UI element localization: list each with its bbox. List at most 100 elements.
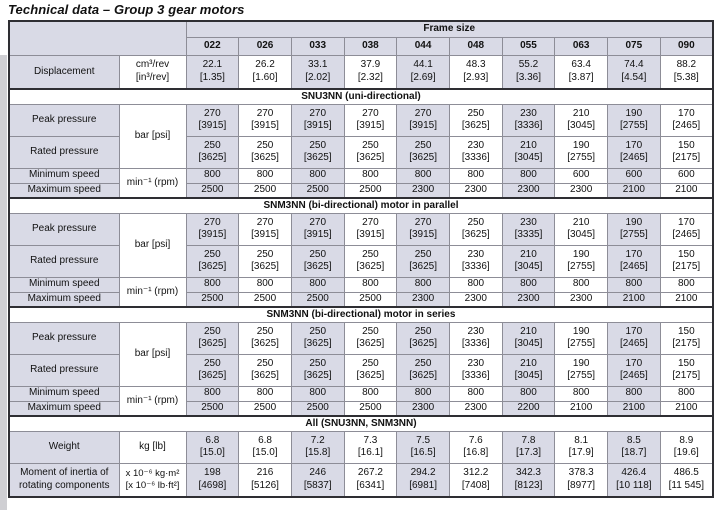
row-label: Minimum speed — [8, 167, 120, 184]
data-cell: 800 — [290, 276, 345, 293]
sub-value-line: [x 10⁻⁶ lb·ft²] — [125, 479, 180, 491]
sub-value-line: [15.0] — [199, 447, 225, 458]
value-line: kg [lb] — [139, 440, 166, 452]
sub-value-line: [3625] — [356, 338, 385, 349]
data-cell: 800 — [185, 385, 240, 402]
value-line: 6.8 — [205, 434, 220, 446]
data-cell: 7.8 [17.3] — [501, 430, 556, 464]
data-cell: 800 — [238, 385, 292, 402]
data-cell: 6.8 [15.0] — [238, 430, 292, 464]
data-cell: 2100 — [659, 291, 714, 308]
data-cell: 190 [2755] — [607, 212, 661, 246]
row-label: Rated pressure — [8, 135, 120, 169]
value-line: 250 — [362, 357, 379, 369]
data-cell: 270 [3915] — [343, 103, 398, 137]
data-cell: 270 [3915] — [290, 103, 345, 137]
section-heading: All (SNU3NN, SNM3NN) — [8, 415, 714, 432]
sub-value-line: [4.54] — [621, 71, 647, 83]
value-line: 170 — [625, 357, 643, 369]
sub-value-line: [3915] — [198, 120, 227, 131]
sub-value-line: [3625] — [251, 370, 279, 381]
data-cell: 800 — [396, 385, 450, 402]
value-line: 378.3 — [568, 467, 594, 479]
technical-data-table: Frame size 022 026 033 038 044 048 055 063 075 090… — [8, 20, 714, 498]
sub-value-line: [3045] — [514, 370, 543, 381]
value-line: 250 — [309, 325, 327, 337]
sub-value-line: [10 118] — [616, 479, 652, 491]
data-cell: 22.1 [1.35] — [185, 54, 240, 90]
data-cell: 2500 — [290, 182, 345, 199]
data-cell: 270 [3915] — [343, 212, 398, 246]
value-line: 312.2 — [463, 467, 489, 479]
data-cell: 150 [2175] — [659, 321, 714, 355]
sub-value-line: [3625] — [303, 338, 332, 349]
value-line: 74.4 — [624, 59, 644, 71]
data-cell: 150 [2175] — [659, 353, 714, 387]
page-title: Technical data – Group 3 gear motors — [8, 2, 245, 17]
value-line: 250 — [256, 357, 274, 369]
value-line: 22.1 — [202, 59, 223, 71]
value-line: 170 — [677, 107, 695, 119]
data-cell: 230 [3336] — [501, 103, 556, 137]
data-cell: 486.5 [11 545] — [659, 462, 714, 498]
data-cell: 2300 — [501, 182, 556, 199]
sub-value-line: [15.8] — [305, 447, 331, 458]
data-cell: 378.3 [8977] — [554, 462, 608, 498]
value-line: 210 — [520, 357, 537, 369]
data-cell: 270 [3915] — [396, 103, 450, 137]
data-cell: 210 [3045] — [501, 244, 556, 278]
value-line: 55.2 — [518, 59, 539, 71]
unit-cell: x 10⁻⁶ kg·m² [x 10⁻⁶ lb·ft²] — [118, 462, 187, 498]
data-cell: 2300 — [554, 182, 608, 199]
data-cell: 800 — [343, 385, 398, 402]
sub-value-line: [2175] — [672, 261, 701, 272]
sub-value-line: [3625] — [303, 261, 332, 272]
sub-value-line: [2755] — [619, 120, 648, 131]
sub-value-line: [3915] — [356, 120, 385, 131]
data-cell: 2500 — [185, 291, 240, 308]
data-cell: 8.9 [19.6] — [659, 430, 714, 464]
data-cell: 33.1 [2.02] — [290, 54, 345, 90]
data-cell: 250 [3625] — [185, 321, 240, 355]
sub-value-line: [5837] — [303, 479, 332, 491]
sub-value-line: [16.8] — [463, 447, 489, 458]
value-line: 267.2 — [357, 467, 383, 479]
value-line: 230 — [520, 107, 537, 119]
unit-cell: min⁻¹ (rpm) — [118, 167, 187, 199]
value-line: 250 — [256, 325, 274, 337]
sub-value-line: [18.7] — [621, 447, 647, 458]
value-line: 250 — [414, 357, 432, 369]
data-cell: 74.4 [4.54] — [607, 54, 661, 90]
value-line: 48.3 — [466, 59, 486, 71]
column-header: 075 — [607, 36, 661, 56]
data-cell: 230 [3336] — [448, 244, 503, 278]
sub-value-line: [2465] — [619, 338, 648, 349]
value-line: 37.9 — [360, 59, 381, 71]
value-line: 342.3 — [515, 467, 541, 479]
value-line: 190 — [572, 139, 590, 151]
sub-value-line: [3336] — [514, 120, 543, 131]
sub-value-line: [3915] — [251, 229, 279, 240]
value-line: 246 — [309, 467, 327, 479]
value-line: 150 — [677, 139, 695, 151]
section-heading: SNM3NN (bi-directional) motor in series — [8, 306, 714, 323]
sub-value-line: [3045] — [514, 338, 543, 349]
column-header: 022 — [185, 36, 240, 56]
data-cell: 2300 — [501, 291, 556, 308]
data-cell: 2100 — [607, 182, 661, 199]
value-line: 250 — [204, 139, 221, 151]
data-cell: 37.9 [2.32] — [343, 54, 398, 90]
sub-value-line: [2755] — [567, 261, 596, 272]
sub-value-line: [6341] — [356, 479, 385, 491]
value-line: 230 — [467, 357, 485, 369]
sub-value-line: [17.9] — [568, 447, 594, 458]
data-cell: 250 [3625] — [290, 353, 345, 387]
data-cell: 55.2 [3.36] — [501, 54, 556, 90]
value-line: 170 — [625, 325, 643, 337]
column-header: 048 — [448, 36, 503, 56]
value-line: 270 — [362, 107, 379, 119]
sub-value-line: [2175] — [672, 370, 701, 381]
sub-value-line: [3.87] — [568, 71, 594, 83]
data-cell: 342.3 [8123] — [501, 462, 556, 498]
data-cell: 230 [3335] — [501, 212, 556, 246]
